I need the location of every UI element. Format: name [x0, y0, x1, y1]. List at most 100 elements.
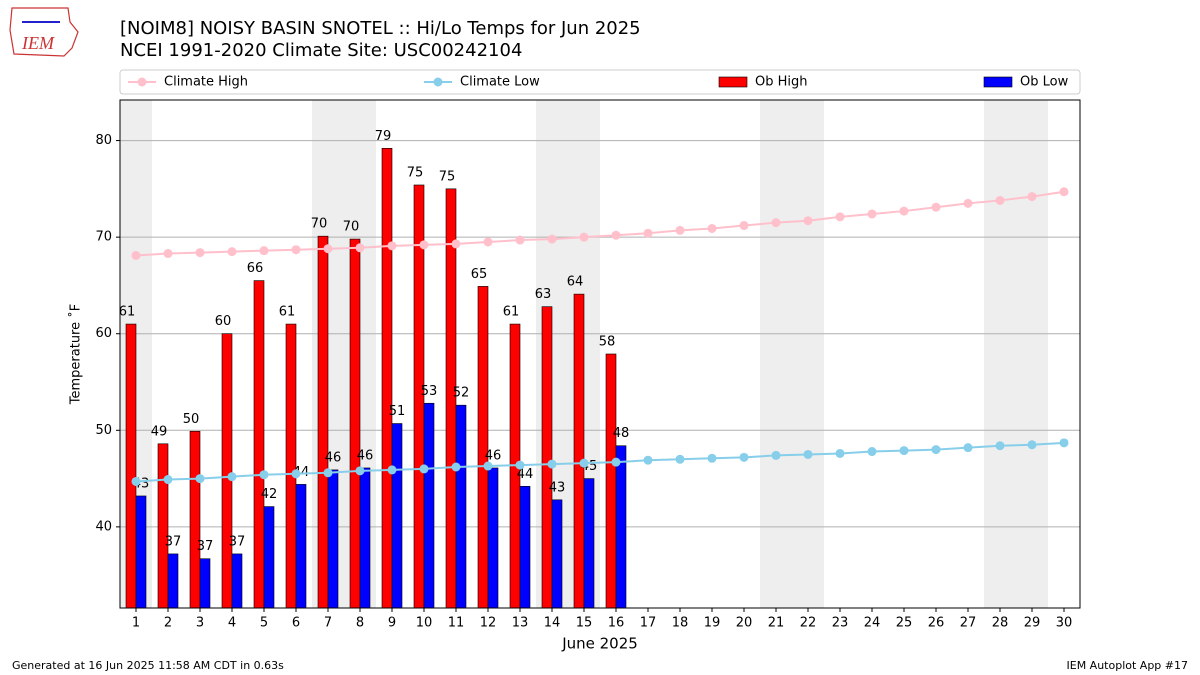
bar	[167, 553, 179, 609]
value-label: 51	[389, 404, 406, 419]
value-label: 46	[325, 450, 342, 465]
line-marker	[707, 223, 717, 233]
x-tick-label: 5	[260, 616, 268, 631]
value-label: 58	[599, 335, 616, 350]
line-marker	[355, 466, 365, 476]
bar	[381, 147, 393, 609]
value-label: 70	[311, 217, 328, 232]
line-marker	[451, 239, 461, 249]
line-marker	[835, 448, 845, 458]
bar	[423, 402, 435, 609]
logo-text: IEM	[21, 33, 55, 53]
value-label: 61	[503, 305, 520, 320]
line-marker	[803, 216, 813, 226]
line-marker	[259, 246, 269, 256]
bar	[135, 495, 147, 609]
bar	[455, 404, 467, 609]
line-marker	[963, 443, 973, 453]
value-label: 61	[279, 305, 296, 320]
line-marker	[515, 460, 525, 470]
value-label: 66	[247, 261, 264, 276]
bar	[583, 478, 595, 609]
value-label: 65	[471, 267, 488, 282]
logo: IEM	[9, 7, 79, 57]
line-marker	[931, 202, 941, 212]
weekend-shade	[984, 100, 1048, 608]
x-axis-label: June 2025	[561, 635, 638, 653]
legend-label: Ob High	[755, 75, 808, 90]
value-label: 37	[165, 534, 182, 549]
x-tick-label: 4	[228, 616, 236, 631]
line-marker	[1027, 192, 1037, 202]
value-label: 42	[261, 487, 278, 502]
y-tick-label: 70	[95, 230, 112, 245]
y-tick-label: 60	[95, 326, 112, 341]
x-tick-label: 7	[324, 616, 332, 631]
value-label: 61	[119, 305, 136, 320]
line-marker	[963, 198, 973, 208]
line-marker	[1059, 438, 1069, 448]
line-marker	[579, 232, 589, 242]
line-marker	[739, 452, 749, 462]
x-tick-label: 26	[928, 616, 945, 631]
x-tick-label: 29	[1024, 616, 1041, 631]
line-marker	[547, 459, 557, 469]
line-marker	[739, 221, 749, 231]
chart-title: [NOIM8] NOISY BASIN SNOTEL :: Hi/Lo Temp…	[120, 18, 641, 39]
line-marker	[483, 461, 493, 471]
line-marker	[483, 237, 493, 247]
value-label: 50	[183, 412, 200, 427]
legend: Climate High Climate Low Ob High Ob Low	[119, 69, 1081, 95]
legend-box	[119, 69, 1081, 95]
line-marker	[451, 462, 461, 472]
x-tick-label: 10	[416, 616, 433, 631]
line-marker	[771, 450, 781, 460]
line-marker	[419, 464, 429, 474]
line-marker	[323, 244, 333, 254]
value-label: 44	[517, 467, 534, 482]
x-tick-label: 22	[800, 616, 817, 631]
x-tick-label: 8	[356, 616, 364, 631]
line-marker	[1059, 187, 1069, 197]
line-marker	[387, 241, 397, 251]
line-marker	[867, 209, 877, 219]
x-tick-label: 24	[864, 616, 881, 631]
line-marker	[291, 245, 301, 255]
bar	[551, 499, 563, 609]
line-marker	[867, 447, 877, 457]
bar	[391, 423, 403, 609]
line-marker	[931, 445, 941, 455]
value-label: 53	[421, 384, 438, 399]
value-label: 79	[375, 129, 392, 144]
value-label: 48	[613, 426, 630, 441]
y-tick-label: 40	[95, 519, 112, 534]
line-marker	[163, 249, 173, 259]
line-marker	[803, 449, 813, 459]
value-label: 52	[453, 386, 470, 401]
chart-subtitle: NCEI 1991-2020 Climate Site: USC00242104	[120, 40, 522, 61]
x-tick-label: 19	[704, 616, 721, 631]
line-marker	[323, 468, 333, 478]
bar	[221, 333, 233, 609]
line-marker	[227, 247, 237, 257]
line-marker	[579, 458, 589, 468]
bar	[157, 443, 169, 609]
footer-left: Generated at 16 Jun 2025 11:58 AM CDT in…	[12, 659, 284, 672]
bar	[295, 484, 307, 609]
line-marker	[131, 250, 141, 260]
value-label: 46	[485, 448, 502, 463]
value-label: 37	[197, 539, 214, 554]
line-marker	[131, 476, 141, 486]
bar	[487, 467, 499, 609]
line-marker	[707, 453, 717, 463]
bar	[359, 467, 371, 609]
line-marker	[291, 469, 301, 479]
line-marker	[259, 470, 269, 480]
line-marker	[195, 248, 205, 258]
bar	[231, 553, 243, 609]
legend-swatch	[983, 76, 1013, 88]
x-tick-label: 12	[480, 616, 497, 631]
y-axis-label: Temperature ˚F	[68, 304, 84, 405]
value-label: 60	[215, 314, 232, 329]
bar	[327, 469, 339, 609]
